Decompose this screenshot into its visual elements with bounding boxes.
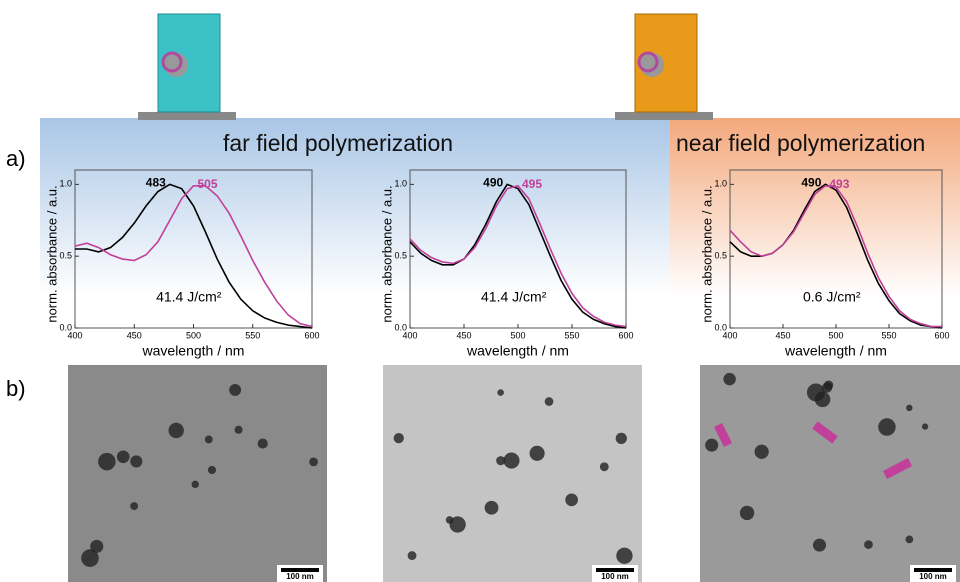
- peak-label: 505: [197, 177, 217, 191]
- tem-image: [68, 365, 327, 582]
- y-tick-label: 0.5: [394, 251, 407, 261]
- y-tick-label: 0.0: [714, 322, 727, 332]
- panel-label: b): [6, 376, 26, 401]
- particle: [813, 539, 826, 552]
- particle: [98, 453, 115, 470]
- particle: [545, 397, 554, 406]
- x-tick-label: 550: [245, 330, 260, 340]
- x-tick-label: 600: [618, 330, 633, 340]
- particle: [497, 389, 504, 396]
- x-tick-label: 500: [828, 330, 843, 340]
- particle: [309, 458, 318, 467]
- cube-icon-orange: [615, 14, 713, 120]
- x-tick-label: 450: [127, 330, 142, 340]
- x-axis-label: wavelength / nm: [142, 343, 245, 359]
- header: far field polymerization: [223, 130, 453, 156]
- y-axis-label: norm. absorbance / a.u.: [699, 185, 714, 322]
- annotation: 41.4 J/cm²: [481, 289, 547, 305]
- particle: [815, 392, 831, 408]
- particle: [705, 439, 718, 452]
- x-tick-label: 600: [934, 330, 949, 340]
- scale-bar-label: 100 nm: [601, 572, 629, 581]
- particle: [496, 456, 505, 465]
- particle: [258, 438, 268, 448]
- particle: [81, 549, 99, 567]
- x-tick-label: 600: [304, 330, 319, 340]
- particle: [192, 481, 199, 488]
- particle: [565, 494, 578, 507]
- peak-label: 493: [829, 177, 849, 191]
- particle: [485, 501, 499, 515]
- particle: [130, 502, 138, 510]
- particle: [503, 453, 519, 469]
- x-tick-label: 500: [510, 330, 525, 340]
- particle: [755, 445, 769, 459]
- cube-icon-blue: [138, 14, 236, 120]
- y-axis-label: norm. absorbance / a.u.: [44, 185, 59, 322]
- particle: [394, 433, 404, 443]
- particle: [922, 423, 928, 429]
- figure: far field polymerization near field poly…: [0, 0, 960, 582]
- particle: [740, 506, 754, 520]
- panel-label: a): [6, 146, 26, 171]
- header: near field polymerization: [676, 130, 925, 156]
- particle: [723, 373, 735, 385]
- particle: [449, 516, 465, 532]
- peak-label: 490: [801, 176, 821, 190]
- y-tick-label: 0.5: [59, 251, 72, 261]
- y-tick-label: 1.0: [394, 179, 407, 189]
- particle: [235, 426, 243, 434]
- tem-image: [383, 365, 642, 582]
- particle: [117, 450, 130, 463]
- y-tick-label: 0.0: [59, 322, 72, 332]
- particle: [229, 384, 241, 396]
- annotation: 41.4 J/cm²: [156, 289, 222, 305]
- annotation: 0.6 J/cm²: [803, 289, 861, 305]
- particle: [616, 433, 627, 444]
- y-tick-label: 1.0: [714, 179, 727, 189]
- y-tick-label: 1.0: [59, 179, 72, 189]
- x-axis-label: wavelength / nm: [784, 343, 887, 359]
- scale-bar-label: 100 nm: [919, 572, 947, 581]
- peak-label: 483: [146, 176, 166, 190]
- particle: [878, 418, 895, 435]
- x-tick-label: 550: [881, 330, 896, 340]
- particle: [822, 382, 832, 392]
- particle: [408, 551, 417, 560]
- y-axis-label: norm. absorbance / a.u.: [379, 185, 394, 322]
- x-tick-label: 550: [564, 330, 579, 340]
- x-axis-label: wavelength / nm: [466, 343, 569, 359]
- particle: [864, 540, 873, 549]
- particle: [130, 455, 142, 467]
- particle: [616, 548, 632, 564]
- particle: [205, 436, 213, 444]
- particle: [530, 446, 545, 461]
- scale-bar-label: 100 nm: [286, 572, 314, 581]
- particle: [208, 466, 216, 474]
- y-tick-label: 0.5: [714, 251, 727, 261]
- y-tick-label: 0.0: [394, 322, 407, 332]
- peak-label: 495: [522, 177, 542, 191]
- particle: [600, 462, 609, 471]
- tem-images: 100 nm 100 nm 100 nm: [68, 365, 960, 582]
- x-tick-label: 450: [775, 330, 790, 340]
- x-tick-label: 450: [456, 330, 471, 340]
- peak-label: 490: [483, 176, 503, 190]
- x-tick-label: 500: [186, 330, 201, 340]
- particle: [906, 405, 912, 411]
- particle: [168, 423, 183, 438]
- particle: [906, 536, 914, 544]
